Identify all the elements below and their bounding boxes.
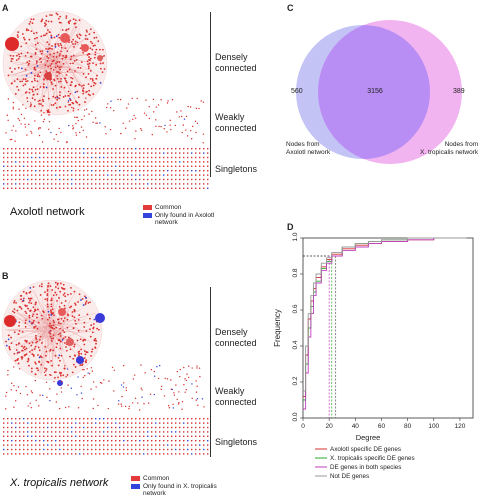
panel-b-letter: B bbox=[2, 271, 9, 281]
venn-left-label: Nodes from Axolotl network bbox=[286, 141, 330, 156]
panel-b-weak-nodes bbox=[5, 364, 205, 411]
x-tick-label: 0 bbox=[301, 423, 305, 430]
legend-label: Only found in X. tropicalis network bbox=[143, 483, 217, 497]
venn-diagram: 560 3156 389 bbox=[291, 20, 465, 164]
venn-left-label-line1: Nodes from bbox=[286, 141, 320, 148]
panel-a-legend: Common Only found in Axolotl network bbox=[143, 204, 223, 227]
series-line-2 bbox=[303, 237, 467, 410]
legend-item-only-found: Only found in X. tropicalis network bbox=[131, 483, 226, 497]
y-tick-label: 0.8 bbox=[292, 268, 299, 277]
panel-a-singleton-grid bbox=[3, 148, 209, 189]
venn-right-label-line1: Nodes from bbox=[444, 141, 479, 148]
y-axis-label: Frequency bbox=[273, 309, 282, 347]
legend-label-2: DE genes in both species bbox=[330, 464, 401, 471]
panel-a-singletons-label: Singletons bbox=[215, 164, 258, 174]
legend-label-0: Axolotl specific DE genes bbox=[330, 446, 401, 453]
panel-a-densely-label: Densely connected bbox=[215, 52, 257, 73]
venn-left-label-line2: Axolotl network bbox=[286, 148, 331, 156]
x-tick-label: 20 bbox=[326, 423, 334, 430]
legend-swatch-blue bbox=[143, 213, 152, 218]
y-tick-label: 1.0 bbox=[292, 232, 299, 241]
panel-a-dense-cluster bbox=[2, 10, 108, 116]
panel-b-legend: Common Only found in X. tropicalis netwo… bbox=[131, 475, 226, 498]
venn-left-count: 560 bbox=[291, 88, 303, 95]
degree-ecdf-chart: 0 20 40 60 80 100 120 0.0 0.2 0.4 0.6 0.8 1.0 Degree F… bbox=[273, 232, 474, 480]
panel-a-weakly-label: Weakly connected bbox=[215, 112, 257, 133]
panel-d-letter: D bbox=[287, 222, 294, 232]
x-tick-label: 60 bbox=[378, 423, 386, 430]
x-tick-label: 80 bbox=[404, 423, 412, 430]
y-tick-label: 0.4 bbox=[292, 340, 299, 349]
legend-label-3: Not DE genes bbox=[330, 473, 369, 480]
panel-a-network-title: Axolotl network bbox=[10, 206, 85, 218]
chart-plot-frame bbox=[302, 237, 474, 419]
y-tick-label: 0.0 bbox=[292, 412, 299, 421]
y-tick-label: 0.2 bbox=[292, 376, 299, 385]
venn-right-label: Nodes from X. tropicalis network bbox=[420, 141, 478, 156]
panel-b-singletons-label: Singletons bbox=[215, 437, 258, 447]
legend-label: Common bbox=[155, 204, 182, 211]
legend-swatch-blue bbox=[131, 484, 140, 489]
panel-b-network-title: X. tropicalis network bbox=[10, 477, 109, 489]
panel-c-letter: C bbox=[287, 3, 294, 13]
venn-overlap-count: 3156 bbox=[367, 88, 383, 95]
legend-item-only-found: Only found in Axolotl network bbox=[143, 212, 223, 226]
panel-b-weakly-label: Weakly connected bbox=[215, 386, 257, 407]
legend-item-common: Common bbox=[131, 475, 226, 482]
series-line-1 bbox=[303, 237, 467, 401]
x-tick-label: 120 bbox=[454, 423, 465, 430]
panel-b-dense-cluster bbox=[1, 280, 105, 386]
legend-swatch-red bbox=[131, 476, 140, 481]
venn-right-label-line2: X. tropicalis network bbox=[420, 148, 479, 156]
panel-b-network-graphic bbox=[1, 280, 209, 455]
y-tick-label: 0.6 bbox=[292, 304, 299, 313]
panel-b-singleton-grid bbox=[3, 418, 209, 455]
legend-label-1: X. tropicalis specific DE genes bbox=[330, 455, 415, 462]
panel-a-letter: A bbox=[2, 3, 9, 13]
panel-a-bracket bbox=[210, 12, 211, 177]
series-line-3 bbox=[303, 237, 467, 392]
legend-item-common: Common bbox=[143, 204, 223, 211]
legend-swatch-red bbox=[143, 205, 152, 210]
panel-b-bracket bbox=[210, 287, 211, 457]
x-axis-label: Degree bbox=[356, 433, 381, 442]
legend-label: Common bbox=[143, 475, 170, 482]
venn-right-count: 389 bbox=[453, 88, 465, 95]
panel-a-network-graphic bbox=[2, 10, 209, 189]
x-tick-label: 40 bbox=[352, 423, 360, 430]
panel-a-weak-nodes bbox=[5, 97, 205, 144]
panel-b-densely-label: Densely connected bbox=[215, 327, 257, 348]
x-tick-label: 100 bbox=[428, 423, 439, 430]
legend-label: Only found in Axolotl network bbox=[155, 212, 215, 226]
